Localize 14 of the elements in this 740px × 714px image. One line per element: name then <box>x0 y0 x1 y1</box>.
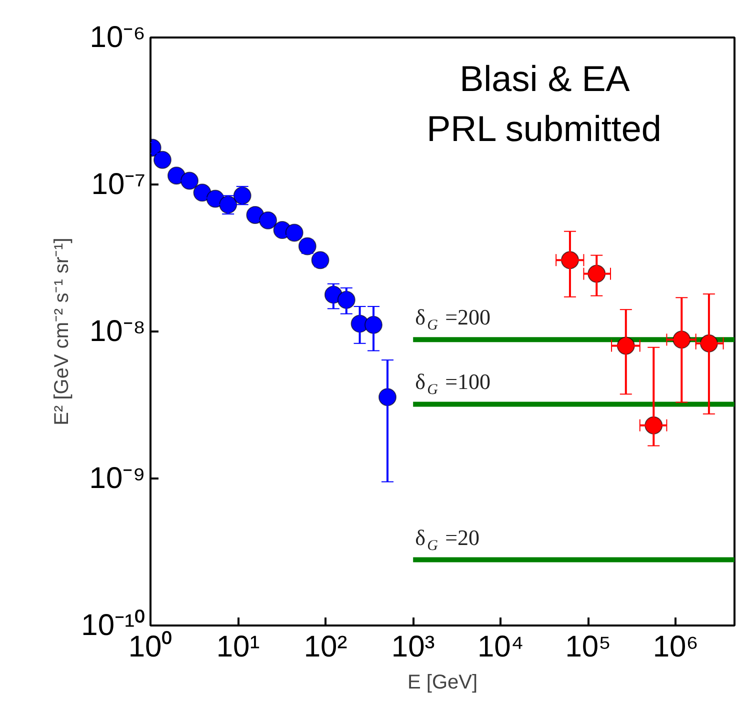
x-tick-label: 10² <box>304 630 348 664</box>
x-tick-label: 10⁴ <box>477 630 524 664</box>
x-axis-title: E [GeV] <box>407 672 478 694</box>
x-tick-label: 10³ <box>391 630 435 664</box>
y-tick-label: 10⁻⁹ <box>89 462 146 495</box>
x-tick-label: 10¹ <box>216 630 260 664</box>
x-tick-label: 10⁵ <box>565 630 612 664</box>
annotation: Blasi & EA <box>460 58 630 100</box>
y-axis-title: E² [GeV cm⁻² s⁻¹ sr⁻¹] <box>51 238 74 426</box>
y-tick-label: 10⁻⁸ <box>89 315 146 348</box>
x-tick-label: 10⁶ <box>652 630 699 664</box>
y-tick-label: 10⁻⁶ <box>90 21 146 54</box>
y-tick-label: 10⁻⁷ <box>91 168 146 201</box>
annotation: PRL submitted <box>426 108 662 150</box>
